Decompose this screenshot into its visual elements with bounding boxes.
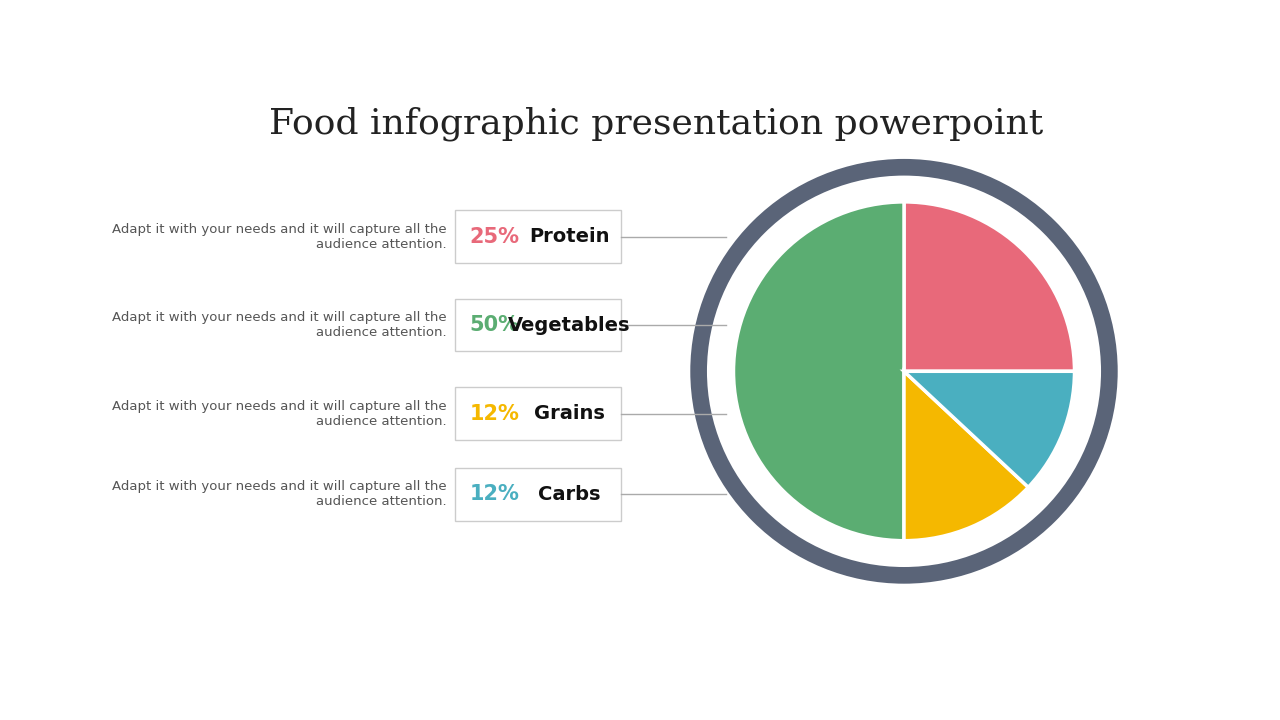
FancyBboxPatch shape xyxy=(454,210,621,263)
Text: Protein: Protein xyxy=(529,227,609,246)
Text: Grains: Grains xyxy=(534,404,604,423)
Text: Adapt it with your needs and it will capture all the
audience attention.: Adapt it with your needs and it will cap… xyxy=(113,311,447,339)
Wedge shape xyxy=(904,372,1074,487)
Wedge shape xyxy=(904,202,1074,372)
Circle shape xyxy=(710,179,1098,564)
Wedge shape xyxy=(904,372,1074,487)
Wedge shape xyxy=(733,202,904,541)
Text: Adapt it with your needs and it will capture all the
audience attention.: Adapt it with your needs and it will cap… xyxy=(113,400,447,428)
Wedge shape xyxy=(904,372,1028,541)
FancyBboxPatch shape xyxy=(454,387,621,440)
Wedge shape xyxy=(733,202,904,541)
Circle shape xyxy=(687,156,1121,587)
Text: Food infographic presentation powerpoint: Food infographic presentation powerpoint xyxy=(269,106,1043,140)
Text: Adapt it with your needs and it will capture all the
audience attention.: Adapt it with your needs and it will cap… xyxy=(113,480,447,508)
Text: 25%: 25% xyxy=(470,227,520,246)
FancyBboxPatch shape xyxy=(454,299,621,351)
Text: 50%: 50% xyxy=(470,315,520,335)
Wedge shape xyxy=(904,202,1074,372)
Text: 12%: 12% xyxy=(470,404,520,423)
Text: Adapt it with your needs and it will capture all the
audience attention.: Adapt it with your needs and it will cap… xyxy=(113,222,447,251)
Text: 12%: 12% xyxy=(470,485,520,505)
FancyBboxPatch shape xyxy=(454,468,621,521)
Text: Carbs: Carbs xyxy=(538,485,600,504)
Wedge shape xyxy=(904,372,1028,541)
Text: Vegetables: Vegetables xyxy=(508,315,631,335)
